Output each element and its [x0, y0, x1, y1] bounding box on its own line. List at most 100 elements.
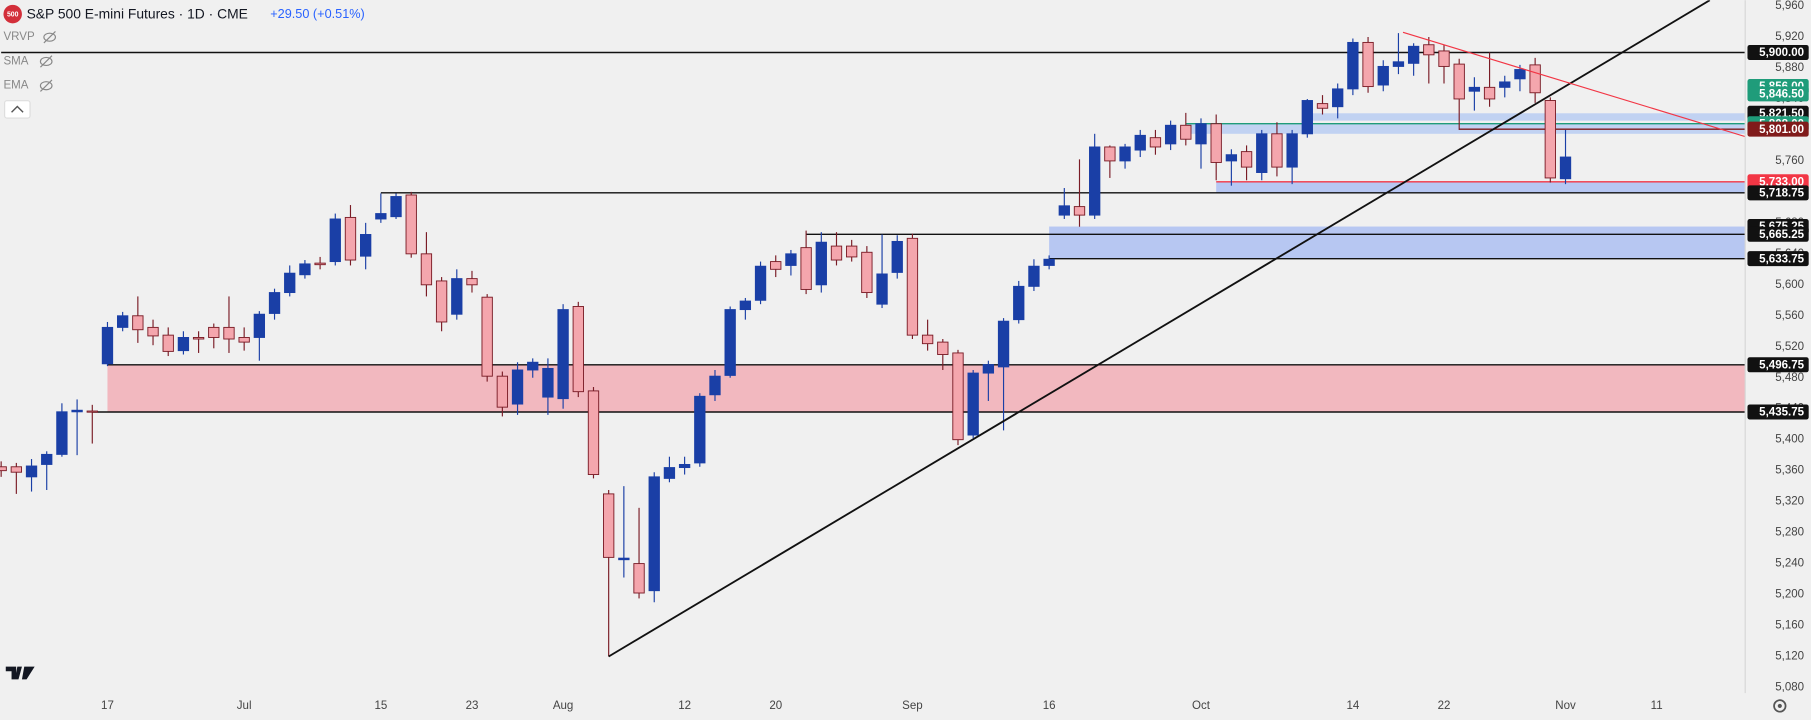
y-tick-label: 5,560 — [1775, 310, 1804, 322]
symbol-title[interactable]: S&P 500 E-mini Futures · 1D · CME — [27, 5, 248, 21]
candle-body — [1316, 103, 1329, 109]
candle-body — [1225, 154, 1238, 162]
x-tick-label: Sep — [902, 700, 923, 712]
candle-body — [223, 326, 235, 340]
price-badge-label: 5,633.75 — [1759, 253, 1804, 265]
candle-body — [435, 280, 448, 323]
y-tick-label: 5,200 — [1775, 589, 1804, 601]
candle-body — [268, 292, 281, 314]
x-tick-label: Aug — [553, 700, 574, 712]
candle-body — [770, 261, 782, 270]
candle-body — [405, 194, 417, 255]
candle-body — [830, 245, 843, 261]
price-badge — [1747, 251, 1809, 267]
candle-body — [1499, 81, 1511, 88]
candle-body — [967, 372, 979, 436]
price-badges: 5,900.005,856.005,846.505,821.505,808.00… — [1747, 44, 1809, 420]
indicator-name[interactable]: EMA — [3, 80, 28, 92]
candle-body — [25, 465, 38, 478]
candle-body — [952, 352, 964, 441]
candle-body — [1468, 86, 1481, 92]
price-badge — [1747, 185, 1809, 201]
candle-body — [1210, 123, 1222, 163]
candle-body — [284, 272, 296, 294]
candle-body — [906, 237, 919, 336]
x-tick-label: 23 — [466, 700, 479, 712]
x-tick-label: 15 — [374, 700, 387, 712]
candle-body — [375, 213, 387, 220]
candle-body — [41, 453, 53, 465]
x-tick-label: 16 — [1043, 700, 1056, 712]
zone — [1307, 113, 1746, 121]
candle-body — [785, 253, 797, 266]
price-badge-label: 5,665.25 — [1759, 229, 1804, 241]
candle-body — [208, 326, 220, 338]
x-tick-label: Jul — [237, 700, 252, 712]
indicator-name[interactable]: VRVP — [3, 31, 35, 43]
candle-body — [360, 234, 372, 257]
settings-icon[interactable] — [1773, 699, 1787, 713]
candle-body — [1028, 265, 1040, 287]
candle-body — [314, 262, 326, 266]
trendline — [608, 0, 1711, 658]
candle-body — [116, 315, 129, 328]
y-tick-label: 5,120 — [1775, 651, 1804, 663]
candle-body — [192, 337, 205, 340]
price-badge-label: 5,435.75 — [1759, 407, 1804, 419]
candle-body — [921, 334, 934, 345]
candle-body — [754, 265, 767, 301]
price-badge-label: 5,801.00 — [1759, 124, 1804, 136]
price-badge-label: 5,718.75 — [1759, 187, 1804, 199]
price-badge — [1747, 86, 1809, 102]
symbol-badge: 500 — [7, 11, 19, 18]
candle-body — [1347, 41, 1359, 90]
candle-body — [1104, 146, 1116, 162]
collapse-button[interactable] — [4, 100, 31, 119]
candle-body — [1134, 134, 1146, 151]
y-tick-label: 5,920 — [1775, 31, 1804, 43]
y-tick-label: 5,760 — [1775, 155, 1804, 167]
candle-body — [1483, 86, 1496, 100]
candle-body — [1559, 156, 1572, 180]
candle-body — [238, 337, 250, 343]
candle-body — [557, 309, 569, 400]
candle-body — [709, 375, 721, 396]
candle-body — [299, 263, 311, 276]
candle-body — [815, 241, 827, 286]
candle-body — [982, 364, 995, 374]
indicator-name[interactable]: SMA — [3, 55, 28, 67]
price-badge — [1747, 404, 1809, 420]
zone — [107, 364, 1746, 412]
price-badge-label: 5,900.00 — [1759, 47, 1804, 59]
zone — [1049, 226, 1746, 259]
candle-body — [1256, 133, 1268, 173]
candle-body — [1453, 63, 1465, 100]
price-badge-label: 5,496.75 — [1759, 359, 1804, 371]
y-tick-label: 5,080 — [1775, 682, 1804, 694]
candle-body — [542, 367, 554, 398]
x-tick-label: 20 — [769, 700, 782, 712]
trendline — [1402, 31, 1746, 138]
price-badge-label: 5,846.50 — [1759, 89, 1804, 101]
candle-body — [253, 313, 266, 338]
candle-body — [496, 375, 509, 408]
candle-body — [132, 315, 144, 331]
candle-body — [1301, 100, 1313, 135]
collapse-icon — [11, 105, 24, 113]
candle-body — [1332, 88, 1344, 108]
candle-body — [678, 463, 691, 469]
candle-body — [1514, 69, 1526, 80]
y-tick-label: 5,600 — [1775, 279, 1804, 291]
candle-body — [71, 409, 83, 413]
x-tick-label: Nov — [1555, 700, 1576, 712]
candle-body — [1392, 61, 1405, 67]
candle-body — [56, 411, 68, 455]
candle-body — [1073, 206, 1086, 216]
time-axis — [0, 693, 1811, 720]
hidden-icons[interactable] — [39, 31, 57, 92]
candle-body — [527, 361, 539, 371]
candle-body — [101, 326, 114, 365]
candle-body — [724, 309, 736, 376]
